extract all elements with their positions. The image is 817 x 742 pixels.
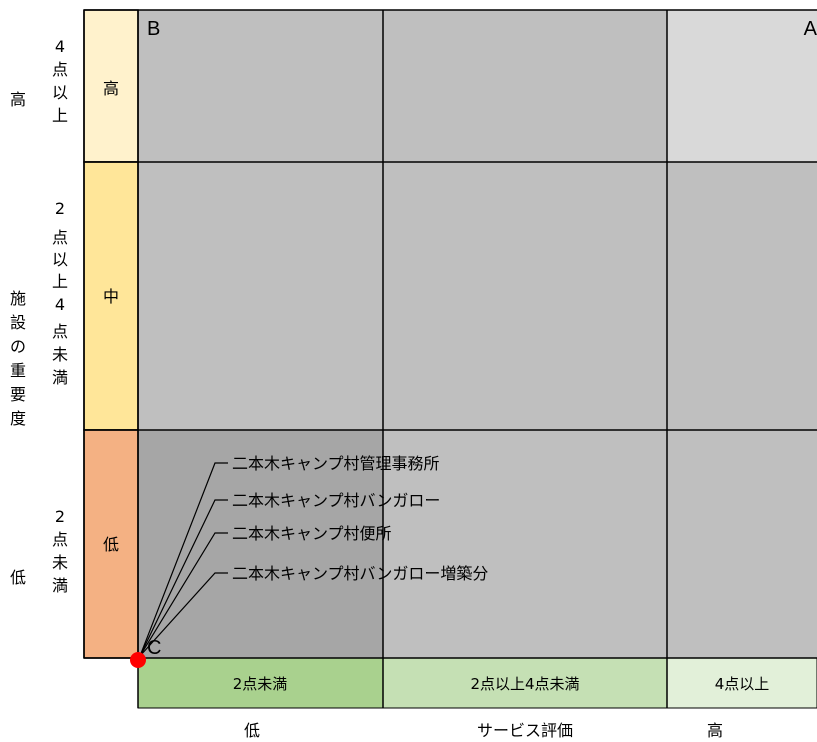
y-range-char: 4 <box>55 37 65 56</box>
cell-low-mid <box>138 162 383 430</box>
y-range-char: 4 <box>55 295 65 314</box>
y-range-char: 点 <box>52 228 68 247</box>
y-range-mid: 2 点 以 上 4 点 未 満 <box>52 199 68 387</box>
leader-line <box>139 532 228 657</box>
x-band-cells: 2点未満 2点以上4点未満 4点以上 <box>137 657 817 709</box>
y-axis-title-char: 度 <box>10 409 26 428</box>
x-axis-title: サービス評価 <box>477 721 573 740</box>
grid-lines <box>83 9 817 708</box>
y-axis-title-char: の <box>10 337 26 356</box>
y-range-char: 以 <box>52 250 68 269</box>
point-label: 二本木キャンプ村バンガロー <box>232 491 440 510</box>
y-band-cells: 高 中 低 <box>83 9 139 659</box>
cell-low-low <box>138 430 383 658</box>
y-range-char: 上 <box>52 272 68 291</box>
y-range-char: 点 <box>52 60 68 79</box>
point-label: 二本木キャンプ村管理事務所 <box>232 454 440 473</box>
matrix-cells <box>138 10 817 658</box>
y-range-char: 点 <box>52 322 68 341</box>
cell-mid-high <box>383 10 667 162</box>
y-range-char: 点 <box>52 530 68 549</box>
y-range-char: 上 <box>52 106 68 125</box>
y-axis-low-label: 低 <box>10 568 26 587</box>
x-band-label-low: 2点未満 <box>233 675 288 693</box>
cell-mid-mid <box>383 162 667 430</box>
y-range-char: 以 <box>52 83 68 102</box>
quadrant-label-b: B <box>147 18 160 40</box>
y-range-low: 2 点 未 満 <box>52 507 68 595</box>
data-point <box>130 652 146 668</box>
point-leaders: 二本木キャンプ村管理事務所二本木キャンプ村バンガロー二本木キャンプ村便所二本木キ… <box>139 454 488 657</box>
leader-line <box>139 572 228 657</box>
y-band-label-high: 高 <box>103 79 119 98</box>
y-axis-title-char: 施 <box>10 289 26 308</box>
y-range-char: 2 <box>55 199 65 218</box>
y-band-label-mid: 中 <box>103 287 119 306</box>
x-band-label-mid: 2点以上4点未満 <box>470 675 579 693</box>
quadrant-label-a: A <box>804 18 817 40</box>
leader-line <box>139 462 228 657</box>
y-range-char: 2 <box>55 507 65 526</box>
y-range-char: 未 <box>52 345 68 364</box>
cell-mid-low <box>383 430 667 658</box>
y-range-char: 未 <box>52 553 68 572</box>
x-band-mid <box>382 657 668 709</box>
cell-high-low <box>667 430 817 658</box>
x-axis-low-label: 低 <box>244 721 260 740</box>
cell-low-high <box>138 10 383 162</box>
x-band-label-high: 4点以上 <box>715 675 770 693</box>
y-axis-title: 施 設 の 重 要 度 <box>10 289 26 428</box>
y-axis-title-char: 重 <box>10 361 26 380</box>
x-axis-high-label: 高 <box>707 721 723 740</box>
cell-high-mid <box>667 162 817 430</box>
point-label: 二本木キャンプ村バンガロー増築分 <box>232 564 488 583</box>
y-band-label-low: 低 <box>103 535 119 554</box>
x-band-high <box>666 657 817 709</box>
cell-high-high <box>667 10 817 162</box>
quadrant-label-c: C <box>147 637 161 659</box>
y-axis-high-label: 高 <box>10 90 26 109</box>
y-range-char: 満 <box>52 576 68 595</box>
y-range-high: 4 点 以 上 <box>52 37 68 125</box>
y-axis-title-char: 要 <box>10 385 26 404</box>
y-range-char: 満 <box>52 368 68 387</box>
leader-line <box>139 499 228 657</box>
point-label: 二本木キャンプ村便所 <box>232 524 392 543</box>
y-axis-title-char: 設 <box>10 313 26 332</box>
